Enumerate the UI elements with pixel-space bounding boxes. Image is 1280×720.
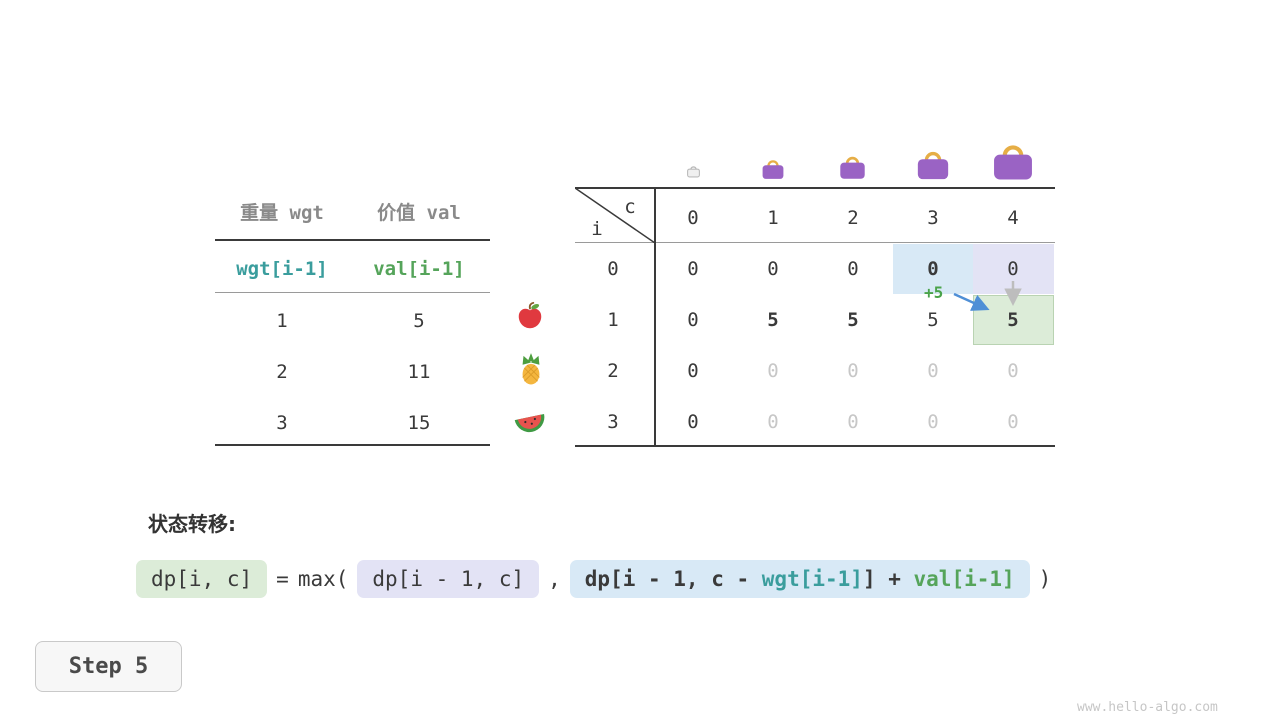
dp-row-header: 2 [607,360,619,382]
bag-capacity-3-icon [913,146,953,182]
formula-lhs-box: dp[i, c] [136,560,268,598]
item-value: 5 [413,310,425,332]
apple-icon [515,301,545,331]
items-table-bottom-rule [215,444,490,446]
dp-cell: 0 [1007,411,1019,433]
dp-cell: 0 [1007,360,1019,382]
dp-row-header: 1 [607,309,619,331]
formula-arg2-val: val[i-1] [913,567,1015,591]
dp-row-header: 0 [607,258,619,280]
dp-corner-row-label: i [591,218,603,240]
bag-capacity-0-icon [686,164,701,178]
dp-cell: 0 [687,360,699,382]
dp-cell: 0 [927,411,939,433]
dp-cell: 0 [687,309,699,331]
watermark-url: www.hello-algo.com [1077,700,1218,715]
items-header-value: 价值 val [377,202,461,224]
dp-cell: 0 [847,258,859,280]
pineapple-icon [516,353,546,385]
item-weight: 3 [276,412,288,434]
transition-heading: 状态转移: [148,512,236,536]
dp-cell: 5 [767,309,779,331]
dp-col-header: 1 [767,207,779,229]
dp-cell: 5 [847,309,859,331]
dp-cell: 0 [847,411,859,433]
formula-arg2-mid: ] + [862,567,914,591]
items-table-top-rule [215,239,490,241]
bag-capacity-1-icon [760,156,786,181]
dp-cell: 0 [687,258,699,280]
watermelon-icon [512,406,548,436]
dp-cell: 0 [767,258,779,280]
formula-arg2-prefix: dp[i - 1, c - [584,567,762,591]
item-weight: 1 [276,310,288,332]
dp-col-header: 0 [687,207,699,229]
dp-cell: 0 [927,360,939,382]
formula-equals: = [276,567,289,591]
dp-cell: 0 [767,360,779,382]
dp-col-header: 4 [1007,207,1019,229]
dp-cell: 5 [927,309,939,331]
formula-arg1-box: dp[i - 1, c] [357,560,540,598]
dp-cell: 0 [687,411,699,433]
formula-comma: , [548,567,561,591]
transition-arrows [900,270,1060,330]
dp-table-top-rule [575,187,1055,189]
formula-max-open: max( [297,567,349,591]
cell-highlight-prev-row-c-minus-w [893,244,973,294]
formula-close: ) [1038,567,1052,591]
items-table-mid-rule [215,292,490,293]
dp-cell: 0 [847,360,859,382]
formula-arg2-box: dp[i - 1, c - wgt[i-1]] + val[i-1] [569,560,1030,598]
bag-capacity-2-icon [837,152,868,181]
dp-cell-source-up: 0 [1007,258,1019,280]
dp-table-header-rule [575,242,1055,243]
step-indicator-button[interactable]: Step 5 [35,641,182,692]
items-formula-value: val[i-1] [373,258,465,280]
formula-arg2-wgt: wgt[i-1] [761,567,863,591]
dp-col-header: 3 [927,207,939,229]
bag-capacity-4-icon [988,138,1038,183]
items-header-weight: 重量 wgt [240,202,324,224]
item-weight: 2 [276,361,288,383]
dp-table-vertical-rule [654,187,656,447]
item-value: 15 [407,412,431,434]
dp-row-header: 3 [607,411,619,433]
dp-col-header: 2 [847,207,859,229]
transition-plus-annotation: +5 [924,283,944,302]
item-value: 11 [407,361,431,383]
items-formula-weight: wgt[i-1] [236,258,328,280]
dp-cell-current: 5 [1007,309,1019,331]
dp-corner-col-label: c [624,196,636,218]
dp-table-bottom-rule [575,445,1055,447]
transition-formula: dp[i, c] = max( dp[i - 1, c] , dp[i - 1,… [136,560,1051,598]
dp-cell: 0 [767,411,779,433]
dp-table-corner [575,188,655,243]
dp-cell-source-left: 0 [927,258,939,280]
